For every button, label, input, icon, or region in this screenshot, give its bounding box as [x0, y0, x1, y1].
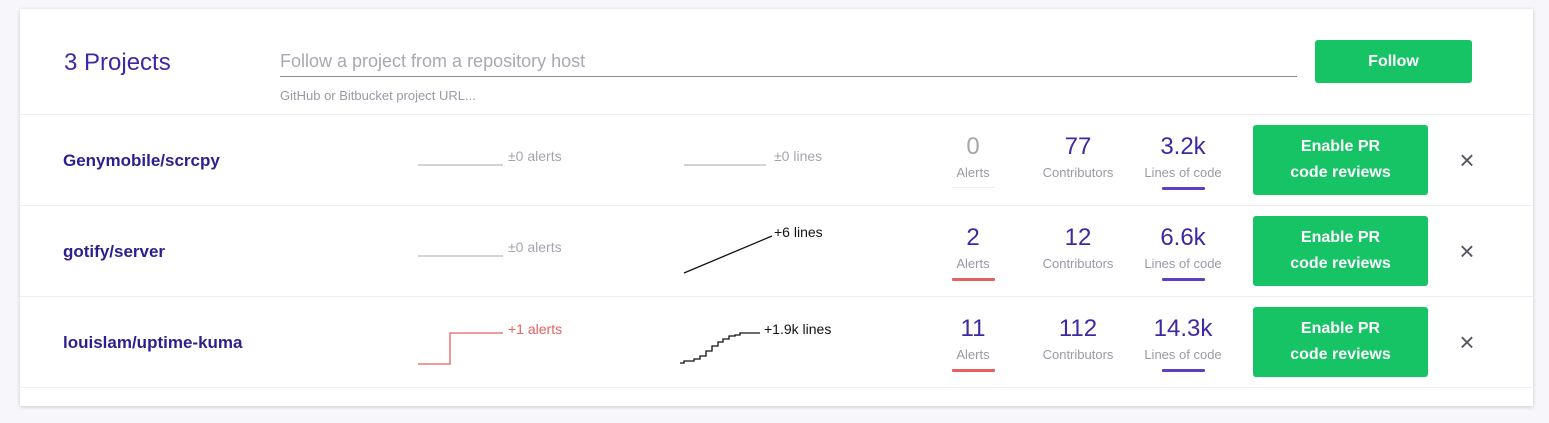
alerts-stat[interactable]: 0 Alerts [923, 133, 1023, 188]
lines-of-code-underline [1161, 187, 1205, 190]
enable-pr-reviews-button[interactable]: Enable PR code reviews [1253, 125, 1428, 195]
alerts-change-label: ±0 alerts [508, 148, 562, 164]
lines-of-code-stat[interactable]: 3.2k Lines of code [1133, 133, 1233, 190]
lines-of-code-label: Lines of code [1144, 165, 1222, 180]
contributors-label: Contributors [1042, 347, 1114, 362]
close-icon[interactable]: × [1459, 327, 1475, 357]
alerts-underline [951, 369, 995, 372]
enable-pr-reviews-button[interactable]: Enable PR code reviews [1253, 307, 1428, 377]
contributors-label: Contributors [1042, 165, 1114, 180]
alerts-change-label: ±0 alerts [508, 239, 562, 255]
lines-of-code-stat[interactable]: 14.3k Lines of code [1133, 315, 1233, 372]
lines-of-code-value: 14.3k [1153, 315, 1213, 342]
alerts-sparkline [418, 164, 503, 166]
contributors-stat[interactable]: 12 Contributors [1028, 224, 1128, 271]
lines-of-code-value: 6.6k [1160, 224, 1206, 251]
lines-of-code-label: Lines of code [1144, 347, 1222, 362]
alerts-stat[interactable]: 11 Alerts [923, 315, 1023, 372]
alerts-label: Alerts [956, 165, 990, 180]
projects-card: 3 Projects GitHub or Bitbucket project U… [20, 9, 1533, 406]
lines-of-code-value: 3.2k [1160, 133, 1206, 160]
contributors-label: Contributors [1042, 256, 1114, 271]
follow-button[interactable]: Follow [1315, 40, 1472, 83]
lines-change-label: +6 lines [774, 224, 823, 240]
alerts-underline [951, 187, 995, 188]
contributors-value: 12 [1064, 224, 1092, 251]
follow-project-hint: GitHub or Bitbucket project URL... [280, 88, 476, 103]
project-name-link[interactable]: louislam/uptime-kuma [63, 333, 243, 352]
lines-of-code-stat[interactable]: 6.6k Lines of code [1133, 224, 1233, 281]
lines-sparkline [684, 164, 766, 166]
follow-project-input[interactable] [280, 47, 1297, 77]
lines-of-code-underline [1161, 278, 1205, 281]
contributors-value: 77 [1064, 133, 1092, 160]
lines-change-label: +1.9k lines [764, 321, 832, 337]
alerts-value: 2 [966, 224, 980, 251]
contributors-stat[interactable]: 77 Contributors [1028, 133, 1128, 180]
contributors-stat[interactable]: 112 Contributors [1028, 315, 1128, 362]
project-row: gotify/server ±0 alerts +6 lines 2 Alert… [20, 206, 1533, 297]
lines-of-code-underline [1161, 369, 1205, 372]
project-row: Genymobile/scrcpy ±0 alerts ±0 lines 0 A… [20, 115, 1533, 206]
lines-of-code-label: Lines of code [1144, 256, 1222, 271]
close-icon[interactable]: × [1459, 236, 1475, 266]
enable-pr-reviews-button[interactable]: Enable PR code reviews [1253, 216, 1428, 286]
alerts-sparkline [418, 255, 503, 257]
project-name-link[interactable]: Genymobile/scrcpy [63, 151, 220, 170]
contributors-value: 112 [1058, 315, 1098, 342]
projects-header: 3 Projects GitHub or Bitbucket project U… [20, 9, 1533, 115]
project-name-link[interactable]: gotify/server [63, 242, 166, 261]
alerts-stat[interactable]: 2 Alerts [923, 224, 1023, 281]
alerts-value: 0 [966, 133, 980, 160]
alerts-sparkline [418, 332, 503, 365]
alerts-change-label: +1 alerts [508, 321, 563, 337]
project-row: louislam/uptime-kuma +1 alerts +1.9k lin… [20, 297, 1533, 388]
alerts-label: Alerts [956, 347, 990, 362]
close-icon[interactable]: × [1459, 145, 1475, 175]
alerts-label: Alerts [956, 256, 990, 271]
lines-sparkline [680, 332, 760, 364]
lines-sparkline [683, 235, 773, 274]
alerts-underline [951, 278, 995, 281]
project-count: 3 Projects [64, 49, 171, 76]
lines-change-label: ±0 lines [774, 148, 823, 164]
alerts-value: 11 [960, 315, 986, 342]
